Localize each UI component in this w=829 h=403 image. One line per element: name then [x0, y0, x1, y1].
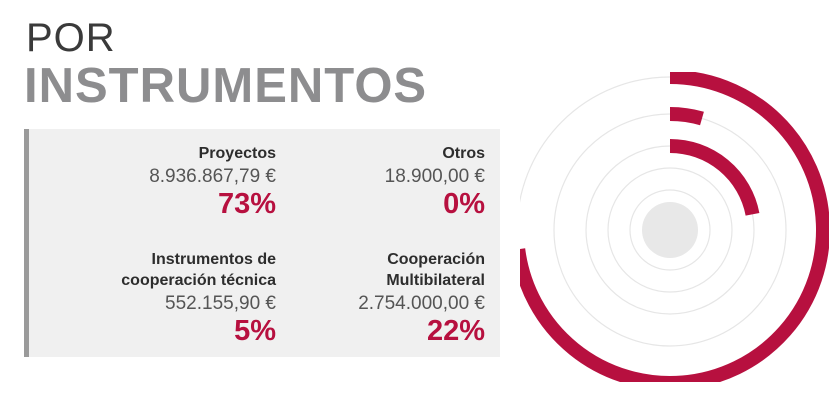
legend-name: Proyectos [198, 145, 276, 162]
legend-name-line-1: Instrumentos de [151, 251, 276, 268]
title-line-2: INSTRUMENTOS [24, 59, 428, 113]
legend-percent: 22% [426, 315, 485, 347]
legend-amount: 8.936.867,79 € [149, 166, 276, 187]
legend-name-line-2: cooperación técnica [121, 272, 276, 289]
legend-name-line-2: Multibilateral [386, 272, 485, 289]
legend-amount: 18.900,00 € [384, 166, 485, 187]
legend-amount: 552.155,90 € [165, 293, 276, 314]
legend-item-cooperacion-tecnica: Instrumentos de cooperación técnica 552.… [121, 249, 276, 347]
legend-item-otros: Otros 18.900,00 € 0% [385, 143, 485, 220]
legend-percent: 0% [443, 188, 485, 220]
legend-percent: 73% [217, 188, 276, 220]
radial-bar-chart [520, 72, 829, 382]
title-line-1: POR [26, 16, 116, 60]
legend-name: Otros [442, 145, 485, 162]
arc-proyectos [520, 72, 829, 382]
legend-item-multibilateral: Cooperación Multibilateral 2.754.000,00 … [358, 249, 485, 347]
legend-name-line-1: Cooperación [387, 251, 485, 268]
ring-track-3 [607, 167, 733, 293]
legend-panel: Proyectos 8.936.867,79 € 73% Otros 18.90… [24, 129, 500, 357]
legend-amount: 2.754.000,00 € [358, 293, 485, 314]
arc-cooperaci-n-multibilateral [669, 139, 760, 216]
legend-percent: 5% [234, 315, 276, 347]
arc-otros [669, 107, 704, 126]
panel-accent-bar [24, 129, 29, 357]
legend-item-proyectos: Proyectos 8.936.867,79 € 73% [149, 143, 276, 220]
ring-track-4 [629, 189, 711, 271]
center-disc [642, 202, 698, 258]
